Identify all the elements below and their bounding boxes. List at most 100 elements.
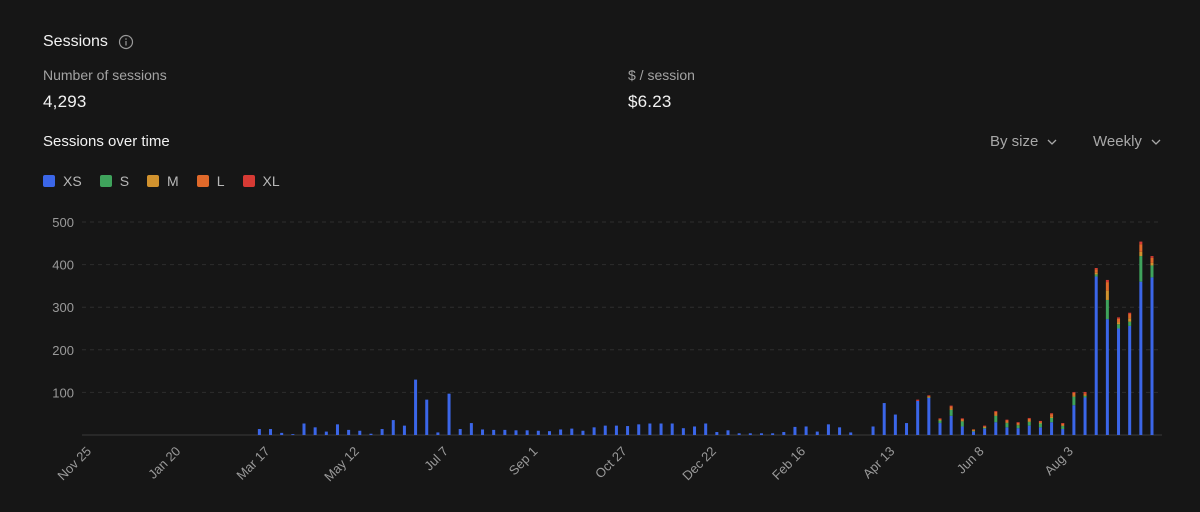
bar-segment-m — [1027, 420, 1031, 422]
bar-segment-xs — [514, 430, 518, 435]
bar-segment-m — [1083, 394, 1087, 396]
bar-segment-l — [1105, 282, 1109, 291]
interval-dropdown[interactable]: Weekly — [1093, 133, 1162, 150]
bar-segment-xl — [1061, 423, 1065, 424]
bar-segment-l — [1094, 269, 1098, 273]
legend-item-xs[interactable]: XS — [43, 173, 82, 189]
bar-segment-xs — [1016, 428, 1020, 435]
bar-segment-xs — [369, 433, 373, 435]
bar-segment-xs — [1027, 425, 1031, 435]
info-circle-icon[interactable] — [118, 34, 134, 50]
bar-segment-xs — [960, 426, 964, 435]
bar-segment-l — [1117, 318, 1121, 323]
bar-segment-s — [1027, 421, 1031, 426]
bar-segment-m — [927, 396, 931, 398]
bar-segment-xs — [280, 432, 284, 435]
bar-segment-xs — [559, 429, 563, 435]
legend-swatch — [147, 175, 160, 187]
legend-item-m[interactable]: M — [147, 173, 179, 189]
x-tick-label: Feb 16 — [769, 444, 808, 483]
bar-segment-s — [1083, 395, 1087, 398]
bar-segment-xs — [1128, 325, 1132, 435]
bar-segment-m — [1139, 251, 1143, 257]
x-tick-label: Mar 17 — [233, 444, 272, 483]
bar-segment-l — [938, 418, 942, 420]
bar-segment-xs — [469, 423, 473, 435]
bar-segment-l — [1139, 244, 1143, 252]
bar-segment-s — [1005, 423, 1009, 428]
x-tick-label: Dec 22 — [679, 444, 719, 484]
bar-segment-xs — [347, 429, 351, 435]
bar-segment-m — [1094, 272, 1098, 275]
y-tick-label: 500 — [52, 215, 74, 230]
metric-value: 4,293 — [43, 92, 87, 111]
bar-segment-l — [949, 406, 953, 409]
bar-segment-xs — [927, 397, 931, 435]
bar-segment-m — [1038, 422, 1042, 424]
bar-segment-xs — [693, 426, 697, 435]
bar-segment-xs — [793, 426, 797, 435]
legend-swatch — [99, 175, 112, 187]
bar-segment-s — [1150, 265, 1154, 278]
bar-segment-xl — [994, 411, 998, 412]
x-tick-label: Apr 13 — [860, 444, 898, 482]
x-tick-label: Jun 8 — [954, 444, 987, 477]
legend-item-s[interactable]: S — [99, 173, 129, 189]
legend-item-l[interactable]: L — [196, 173, 225, 189]
bar-segment-s — [971, 430, 975, 432]
bar-segment-xs — [1050, 422, 1054, 435]
bar-segment-xs — [1038, 427, 1042, 435]
bar-segment-l — [1083, 393, 1087, 395]
legend-swatch — [43, 175, 55, 187]
bar-segment-xs — [1117, 328, 1121, 435]
bar-segment-xs — [782, 432, 786, 435]
bar-segment-xs — [726, 430, 730, 435]
bar-segment-xs — [570, 428, 574, 435]
bar-segment-m — [938, 419, 942, 421]
legend-item-xl[interactable]: XL — [242, 173, 280, 189]
bar-segment-l — [1072, 392, 1076, 396]
bar-segment-xs — [916, 400, 920, 435]
bar-segment-xs — [302, 423, 306, 435]
bar-segment-s — [1094, 274, 1098, 277]
bar-segment-l — [1050, 414, 1054, 417]
group-by-dropdown[interactable]: By size — [990, 133, 1058, 150]
bar-segment-xs — [715, 432, 719, 435]
bar-segment-xs — [849, 432, 853, 435]
bar-segment-m — [1128, 318, 1132, 322]
bar-segment-xs — [358, 430, 362, 435]
bar-segment-s — [1139, 256, 1143, 282]
bar-segment-xl — [1005, 419, 1009, 421]
metric-cost-per-session: $ / session $6.23 — [628, 67, 695, 112]
bar-segment-l — [983, 426, 987, 427]
bar-segment-xs — [414, 379, 418, 435]
x-tick-label: Aug 3 — [1041, 444, 1076, 479]
bar-segment-s — [1038, 423, 1042, 428]
bar-segment-xs — [1105, 319, 1109, 435]
bar-segment-xl — [1150, 256, 1154, 258]
x-tick-label: Jul 7 — [421, 444, 451, 474]
bar-segment-xl — [916, 399, 920, 401]
page-title: Sessions — [43, 33, 108, 50]
bar-segment-m — [1150, 262, 1154, 266]
bar-segment-xl — [1117, 317, 1121, 319]
sessions-header: Sessions — [43, 33, 134, 51]
bar-segment-xs — [269, 429, 273, 435]
bar-segment-xs — [458, 429, 462, 435]
bar-segment-m — [994, 414, 998, 416]
bar-segment-l — [1128, 314, 1132, 319]
bar-segment-xs — [994, 422, 998, 435]
bar-segment-s — [938, 420, 942, 424]
bar-segment-s — [1016, 425, 1020, 429]
bar-segment-xl — [1016, 422, 1020, 424]
y-tick-label: 200 — [52, 343, 74, 358]
bar-segment-xs — [826, 424, 830, 435]
bar-segment-xs — [1061, 429, 1065, 435]
x-tick-label: Sep 1 — [506, 444, 541, 479]
bar-segment-l — [1005, 420, 1009, 423]
legend-label: L — [216, 173, 225, 189]
legend-label: M — [167, 173, 179, 189]
bar-segment-xs — [748, 433, 752, 435]
bar-segment-m — [1072, 395, 1076, 397]
chart-title: Sessions over time — [43, 133, 170, 150]
